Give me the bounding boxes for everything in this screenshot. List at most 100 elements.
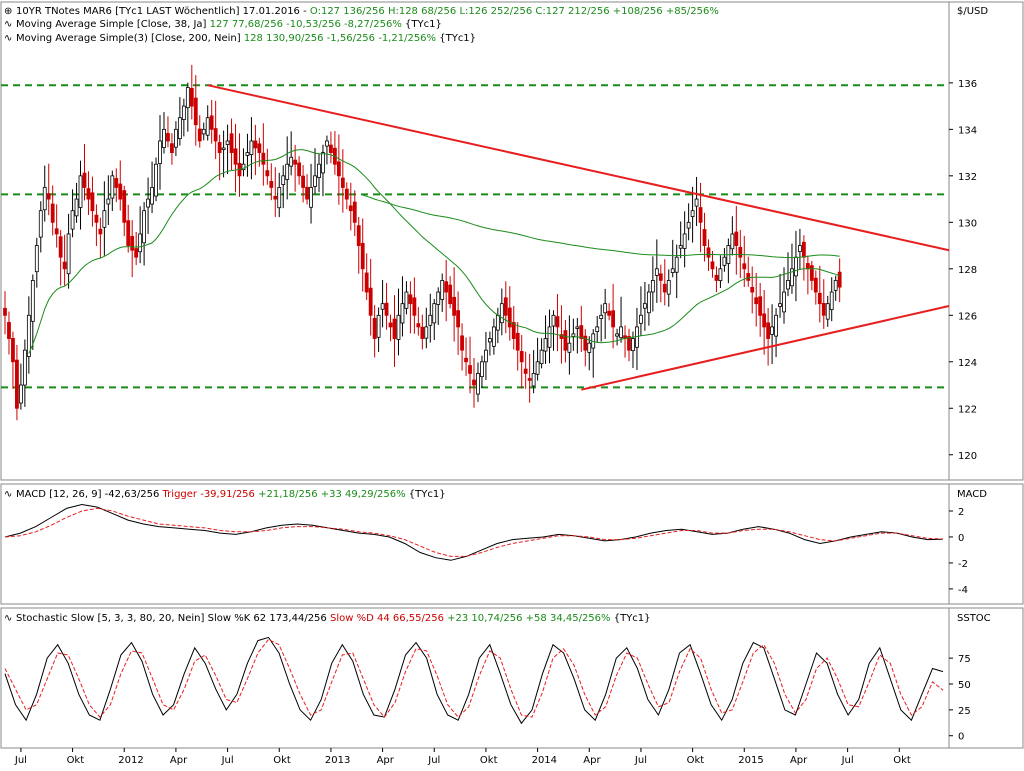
candle-body xyxy=(229,133,234,153)
ma200-values: 128 130,90/256 -1,56/256 -1,21/256% xyxy=(244,33,439,44)
candle-body xyxy=(305,186,309,200)
stoch-legend-line: Stochastic Slow [5, 3, 3, 80, 20, Nein] … xyxy=(16,613,651,624)
time-tick-label: 2012 xyxy=(118,755,143,766)
axis-frame xyxy=(948,607,1024,749)
candle-body xyxy=(762,313,767,328)
candle-body xyxy=(571,333,576,337)
candle-body xyxy=(150,187,154,205)
candle-body xyxy=(631,338,635,352)
candle-body xyxy=(539,349,544,365)
macd-tick-label: 0 xyxy=(958,533,964,544)
macd-tick-label: -2 xyxy=(958,559,968,570)
stoch-change: +23 10,74/256 +58 34,45/256% xyxy=(447,613,614,624)
ma-icon: ∿ xyxy=(4,19,12,30)
candle-body xyxy=(734,231,739,246)
candle-body xyxy=(722,256,727,266)
candle-body xyxy=(114,178,119,188)
trigger-label: Trigger -39,91/256 xyxy=(162,489,259,500)
candle-body xyxy=(436,291,441,305)
candle-body xyxy=(142,210,147,244)
candle-body xyxy=(122,190,127,223)
candle-body xyxy=(794,256,798,277)
candle-body xyxy=(118,183,123,200)
time-tick-label: Jul xyxy=(221,755,234,766)
candle-body xyxy=(825,303,830,320)
candle-body xyxy=(340,177,345,188)
candle-body xyxy=(778,303,782,307)
candle-body xyxy=(607,310,612,316)
candle-body xyxy=(730,233,735,250)
candle-body xyxy=(42,187,47,211)
candle-body xyxy=(805,263,810,270)
time-tick-label: 2014 xyxy=(532,755,557,766)
time-tick-label: Jul xyxy=(634,755,647,766)
candle-body xyxy=(476,373,480,395)
candle-body xyxy=(66,233,71,275)
candle-body xyxy=(654,268,659,276)
candle-body xyxy=(7,322,11,339)
candle-body xyxy=(177,117,182,140)
candle-body xyxy=(225,140,230,146)
candle-body xyxy=(221,147,226,150)
ma38-label: Moving Average Simple [Close, 38, Ja] xyxy=(16,19,210,30)
candle-body xyxy=(3,307,7,316)
candles xyxy=(3,64,842,421)
candle-body xyxy=(519,351,524,363)
candle-body xyxy=(38,210,43,238)
candle-body xyxy=(325,140,329,147)
price-tick-label: 120 xyxy=(958,451,977,462)
symbol-desc: 10YR TNotes MAR6 [TYc1 LAST Wöchentlich]… xyxy=(16,6,310,17)
candle-body xyxy=(587,342,592,353)
candle-body xyxy=(746,273,751,281)
panel-frame xyxy=(0,607,950,749)
time-tick-label: Okt xyxy=(687,755,705,766)
candle-body xyxy=(158,140,162,164)
candle-body xyxy=(603,303,608,314)
ohlc-values: O:127 136/256 H:128 68/256 L:126 252/256 xyxy=(310,6,536,17)
candle-body xyxy=(690,210,695,217)
candle-body xyxy=(309,187,313,208)
candle-body xyxy=(396,314,401,340)
stoch-panel[interactable] xyxy=(4,636,944,725)
candle-body xyxy=(527,378,532,381)
macd-panel[interactable] xyxy=(4,503,944,561)
candle-body xyxy=(619,326,623,339)
candle-body xyxy=(154,163,158,197)
candle-body xyxy=(174,128,178,148)
candle-body xyxy=(329,144,333,153)
candle-body xyxy=(738,246,743,258)
time-tick-label: 2015 xyxy=(738,755,763,766)
candle-body xyxy=(480,361,484,378)
candle-body xyxy=(106,198,111,205)
candle-body xyxy=(344,188,349,200)
candle-body xyxy=(599,314,604,319)
time-tick-label: Okt xyxy=(67,755,85,766)
candle-body xyxy=(507,307,512,328)
trendline-resistance xyxy=(207,84,950,252)
candle-body xyxy=(444,281,449,293)
candle-body xyxy=(817,292,822,305)
candle-body xyxy=(837,271,842,288)
price-axis: 120 122 124 126 128 130 132 134 136 xyxy=(949,79,977,462)
price-legend: ⊕ 10YR TNotes MAR6 [TYc1 LAST Wöchentlic… xyxy=(4,6,988,44)
candle-body xyxy=(833,280,838,291)
ma200-line xyxy=(362,194,840,259)
candle-body xyxy=(547,326,552,348)
candle-body xyxy=(575,326,580,329)
trendline-support xyxy=(581,305,950,391)
candle-body xyxy=(166,133,170,142)
candle-body xyxy=(531,373,536,387)
price-tick-label: 126 xyxy=(958,311,977,322)
macd-tag: {TYc1} xyxy=(409,489,446,500)
time-tick-label: Apr xyxy=(170,755,188,766)
candle-body xyxy=(484,349,488,363)
candle-body xyxy=(58,236,63,258)
candle-body xyxy=(472,379,476,386)
candle-body xyxy=(412,297,417,316)
candle-body xyxy=(22,349,27,386)
candle-body xyxy=(205,117,210,136)
axis-frame xyxy=(948,483,1024,605)
candle-body xyxy=(30,280,35,322)
candle-body xyxy=(468,365,472,374)
